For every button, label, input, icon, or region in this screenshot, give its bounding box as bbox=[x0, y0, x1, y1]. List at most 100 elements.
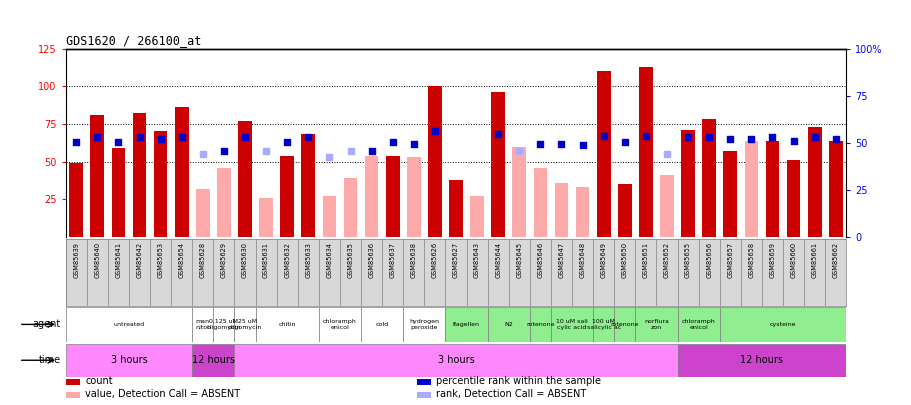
Bar bbox=[66, 307, 192, 341]
Bar bbox=[280, 156, 293, 237]
Point bbox=[301, 134, 315, 141]
Bar bbox=[445, 307, 487, 341]
Bar bbox=[403, 307, 445, 341]
Text: time: time bbox=[39, 355, 61, 365]
Bar bbox=[512, 147, 526, 237]
Bar bbox=[234, 307, 255, 341]
Text: GSM85636: GSM85636 bbox=[368, 242, 374, 278]
Bar bbox=[364, 156, 378, 237]
Bar bbox=[596, 71, 609, 237]
Text: GSM85642: GSM85642 bbox=[137, 242, 142, 278]
Text: GSM85628: GSM85628 bbox=[200, 242, 206, 278]
Point bbox=[827, 136, 842, 142]
Point bbox=[322, 154, 336, 160]
Point bbox=[554, 140, 568, 147]
Bar bbox=[592, 307, 614, 341]
Bar bbox=[681, 130, 694, 237]
Text: GSM85646: GSM85646 bbox=[537, 242, 543, 278]
Bar bbox=[66, 379, 79, 385]
Text: GSM85658: GSM85658 bbox=[748, 242, 753, 278]
Text: GSM85651: GSM85651 bbox=[642, 242, 649, 278]
Point bbox=[806, 134, 821, 141]
Text: GSM85627: GSM85627 bbox=[453, 242, 458, 278]
Point bbox=[680, 134, 694, 141]
Text: GSM85631: GSM85631 bbox=[262, 242, 269, 278]
Bar bbox=[635, 307, 677, 341]
Point bbox=[238, 134, 252, 141]
Bar bbox=[255, 307, 319, 341]
Text: rotenone: rotenone bbox=[609, 322, 639, 327]
Point bbox=[785, 137, 800, 144]
Bar bbox=[701, 119, 715, 237]
Bar bbox=[677, 344, 845, 377]
Text: norflura
zon: norflura zon bbox=[643, 319, 668, 330]
Bar bbox=[213, 307, 234, 341]
Text: GSM85661: GSM85661 bbox=[811, 242, 817, 278]
Text: GSM85655: GSM85655 bbox=[684, 242, 691, 278]
Bar bbox=[319, 307, 361, 341]
Text: man
nitol: man nitol bbox=[196, 319, 210, 330]
Text: GDS1620 / 266100_at: GDS1620 / 266100_at bbox=[66, 34, 200, 47]
Bar bbox=[786, 160, 800, 237]
Text: percentile rank within the sample: percentile rank within the sample bbox=[436, 376, 601, 386]
Bar bbox=[406, 157, 420, 237]
Bar bbox=[154, 132, 168, 237]
Point bbox=[343, 148, 357, 154]
Text: cysteine: cysteine bbox=[769, 322, 795, 327]
Text: GSM85632: GSM85632 bbox=[284, 242, 290, 278]
Bar bbox=[234, 344, 677, 377]
Point bbox=[490, 131, 505, 138]
Point bbox=[722, 136, 737, 142]
Point bbox=[132, 134, 147, 141]
Point bbox=[363, 148, 378, 154]
Text: GSM85641: GSM85641 bbox=[116, 242, 121, 278]
Point bbox=[764, 134, 779, 141]
Text: 3 hours: 3 hours bbox=[437, 355, 474, 365]
Text: GSM85639: GSM85639 bbox=[73, 242, 79, 278]
Text: GSM85630: GSM85630 bbox=[241, 242, 248, 278]
Bar bbox=[660, 175, 673, 237]
Text: GSM85626: GSM85626 bbox=[432, 242, 437, 278]
Point bbox=[385, 139, 400, 145]
Bar bbox=[361, 307, 403, 341]
Text: GSM85633: GSM85633 bbox=[305, 242, 311, 278]
Bar bbox=[302, 134, 315, 237]
Bar bbox=[614, 307, 635, 341]
Text: chloramph
enicol: chloramph enicol bbox=[681, 319, 715, 330]
Text: 0.125 uM
oligomycin: 0.125 uM oligomycin bbox=[207, 319, 241, 330]
Bar bbox=[533, 168, 547, 237]
Text: 10 uM sali
cylic acid: 10 uM sali cylic acid bbox=[556, 319, 588, 330]
Bar bbox=[90, 115, 104, 237]
Bar bbox=[385, 156, 399, 237]
Text: GSM85643: GSM85643 bbox=[474, 242, 479, 278]
Bar bbox=[828, 141, 842, 237]
Point bbox=[153, 136, 168, 142]
Bar bbox=[765, 141, 779, 237]
Bar bbox=[192, 344, 234, 377]
Point bbox=[427, 128, 442, 135]
Text: untreated: untreated bbox=[113, 322, 144, 327]
Point bbox=[596, 133, 610, 139]
Bar bbox=[491, 92, 505, 237]
Text: GSM85650: GSM85650 bbox=[621, 242, 627, 278]
Bar bbox=[322, 196, 336, 237]
Bar bbox=[416, 392, 431, 398]
Bar bbox=[238, 121, 251, 237]
Text: GSM85657: GSM85657 bbox=[726, 242, 732, 278]
Bar bbox=[111, 148, 125, 237]
Bar bbox=[743, 141, 757, 237]
Text: GSM85637: GSM85637 bbox=[389, 242, 395, 278]
Bar bbox=[196, 189, 210, 237]
Bar bbox=[427, 86, 441, 237]
Text: cold: cold bbox=[375, 322, 388, 327]
Point bbox=[743, 136, 758, 142]
Text: GSM85640: GSM85640 bbox=[94, 242, 100, 278]
Bar bbox=[66, 392, 79, 398]
Bar bbox=[69, 163, 83, 237]
Point bbox=[280, 139, 294, 145]
Bar bbox=[132, 113, 146, 237]
Text: GSM85638: GSM85638 bbox=[410, 242, 416, 278]
Text: 3 hours: 3 hours bbox=[110, 355, 148, 365]
Text: 100 uM
salicylic ac: 100 uM salicylic ac bbox=[586, 319, 620, 330]
Text: N2: N2 bbox=[504, 322, 513, 327]
